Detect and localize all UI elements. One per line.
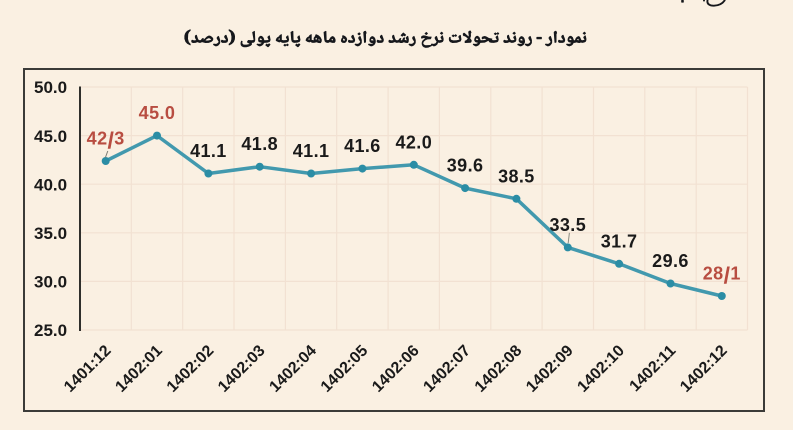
- svg-text:41.6: 41.6: [344, 136, 381, 156]
- svg-text:41.1: 41.1: [190, 141, 227, 161]
- svg-text:41.8: 41.8: [241, 134, 278, 154]
- svg-text:39.6: 39.6: [447, 156, 484, 176]
- svg-text:50.0: 50.0: [34, 78, 67, 97]
- svg-text:45.0: 45.0: [139, 103, 176, 123]
- svg-text:42.0: 42.0: [395, 132, 432, 152]
- svg-text:33.5: 33.5: [549, 215, 586, 235]
- svg-text:31.7: 31.7: [601, 231, 638, 251]
- svg-text:45.0: 45.0: [34, 127, 67, 146]
- svg-text:38.5: 38.5: [498, 166, 535, 186]
- svg-text:25.0: 25.0: [34, 321, 67, 340]
- svg-text:29.6: 29.6: [652, 251, 689, 271]
- svg-text:40.0: 40.0: [34, 175, 67, 194]
- svg-text:30.0: 30.0: [34, 273, 67, 292]
- svg-text:41.1: 41.1: [293, 141, 330, 161]
- svg-text:35.0: 35.0: [34, 224, 67, 243]
